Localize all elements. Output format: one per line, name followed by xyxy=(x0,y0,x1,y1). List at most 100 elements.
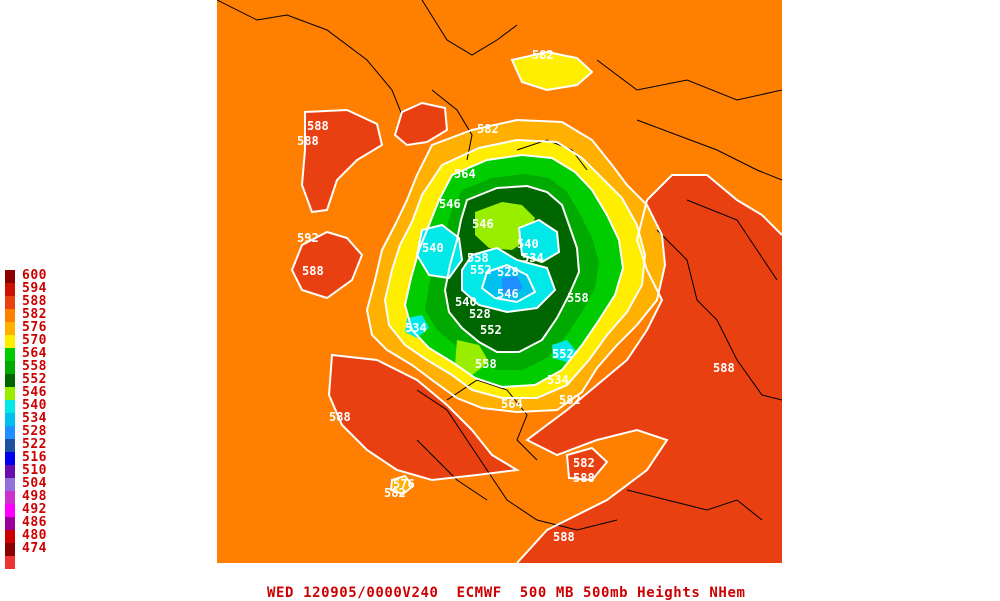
contour-label: 588 xyxy=(302,264,324,278)
legend-row: 540 xyxy=(5,399,65,413)
contour-label: 564 xyxy=(454,167,476,181)
contour-label: 558 xyxy=(467,251,489,265)
legend-label: 510 xyxy=(22,463,47,478)
legend-swatch xyxy=(5,530,15,543)
legend-row: 552 xyxy=(5,372,65,387)
legend-label: 498 xyxy=(22,489,47,504)
band-540-small-2 xyxy=(552,340,577,362)
contour-label: 582 xyxy=(559,393,581,407)
contour-label: 564 xyxy=(501,397,523,411)
contour-label: 588 xyxy=(297,134,319,148)
contour-label: 528 xyxy=(497,265,519,279)
map-caption: WED 120905/0000V240 ECMWF 500 MB 500mb H… xyxy=(267,585,746,601)
legend-row: 546 xyxy=(5,385,65,400)
band-588-atlantic-africa xyxy=(517,175,782,563)
legend-swatch xyxy=(5,478,15,491)
legend-swatch xyxy=(5,452,15,465)
legend-label: 600 xyxy=(22,268,47,283)
legend-row: 576 xyxy=(5,320,65,335)
legend-row: 588 xyxy=(5,294,65,309)
band-588-pacific-mid xyxy=(292,232,362,298)
legend-label: 570 xyxy=(22,333,47,348)
contour-label: 588 xyxy=(553,530,575,544)
legend-row: 570 xyxy=(5,333,65,348)
band-582-north-pole xyxy=(512,52,592,90)
legend-label: 552 xyxy=(22,372,47,387)
contour-label: 534 xyxy=(547,373,569,387)
legend-swatch xyxy=(5,296,15,309)
legend-swatch xyxy=(5,426,15,439)
contour-label: 576 xyxy=(393,477,415,491)
band-588-eastern-pacific xyxy=(329,355,517,480)
legend-swatch xyxy=(5,517,15,530)
legend-row: 522 xyxy=(5,437,65,452)
legend-label: 528 xyxy=(22,424,47,439)
contour-label: 552 xyxy=(552,347,574,361)
legend-swatch xyxy=(5,556,15,569)
contour-label: 558 xyxy=(475,357,497,371)
contour-label: 546 xyxy=(497,287,519,301)
legend-row: 516 xyxy=(5,450,65,465)
legend-label: 546 xyxy=(22,385,47,400)
contour-label: 546 xyxy=(439,197,461,211)
contour-labels: 588 582 592 588 582 564 546 546 540 558 … xyxy=(297,48,735,544)
legend-label: 576 xyxy=(22,320,47,335)
band-588-pacific-west xyxy=(302,110,382,212)
contour-label: 552 xyxy=(470,263,492,277)
coastlines xyxy=(217,0,782,531)
legend-swatch xyxy=(5,439,15,452)
legend-swatch xyxy=(5,491,15,504)
contour-label: 528 xyxy=(469,307,491,321)
contour-label: 588 xyxy=(713,361,735,375)
contour-label: 546 xyxy=(472,217,494,231)
legend-swatch xyxy=(5,270,15,283)
legend-swatch xyxy=(5,543,15,556)
legend-label: 516 xyxy=(22,450,47,465)
contour-label: 558 xyxy=(567,291,589,305)
legend-row: 480 xyxy=(5,528,65,543)
legend-label: 480 xyxy=(22,528,47,543)
band-540-east xyxy=(519,220,559,262)
legend-label: 534 xyxy=(22,411,47,426)
legend-label: 522 xyxy=(22,437,47,452)
legend-swatch xyxy=(5,322,15,335)
legend-swatch xyxy=(5,283,15,296)
contour-label: 588 xyxy=(307,119,329,133)
legend-swatch xyxy=(5,374,15,387)
legend-label: 492 xyxy=(22,502,47,517)
legend-label: 486 xyxy=(22,515,47,530)
legend-swatch xyxy=(5,465,15,478)
legend-label: 474 xyxy=(22,541,47,556)
color-legend: 600 594 588 582 576 570 564 558 552 546 540 534 528 5… xyxy=(5,268,65,569)
band-540-small-1 xyxy=(405,315,429,338)
contour-lines xyxy=(290,50,782,563)
legend-label: 564 xyxy=(22,346,47,361)
legend-row: 510 xyxy=(5,463,65,478)
contour-label: 552 xyxy=(480,323,502,337)
band-588-atlantic-small xyxy=(567,448,607,480)
legend-swatch xyxy=(5,348,15,361)
legend-label: 558 xyxy=(22,359,47,374)
legend-row: 528 xyxy=(5,424,65,439)
contour-label: 582 xyxy=(384,486,406,500)
contour-label: 540 xyxy=(422,241,444,255)
legend-row: 564 xyxy=(5,346,65,361)
contour-label: 540 xyxy=(517,237,539,251)
legend-swatch xyxy=(5,309,15,322)
legend-label: 588 xyxy=(22,294,47,309)
contour-label: 582 xyxy=(573,456,595,470)
legend-row: 486 xyxy=(5,515,65,530)
contour-label: 588 xyxy=(573,471,595,485)
legend-row: 594 xyxy=(5,281,65,296)
legend-swatch xyxy=(5,400,15,413)
legend-row: 492 xyxy=(5,502,65,517)
contour-label: 582 xyxy=(477,122,499,136)
contour-label: 588 xyxy=(329,410,351,424)
contour-label: 534 xyxy=(522,251,544,265)
legend-label: 594 xyxy=(22,281,47,296)
band-528-core xyxy=(502,276,523,295)
legend-row: 474 xyxy=(5,541,65,556)
band-546-south xyxy=(455,340,489,375)
legend-label: 582 xyxy=(22,307,47,322)
contour-label: 592 xyxy=(297,231,319,245)
